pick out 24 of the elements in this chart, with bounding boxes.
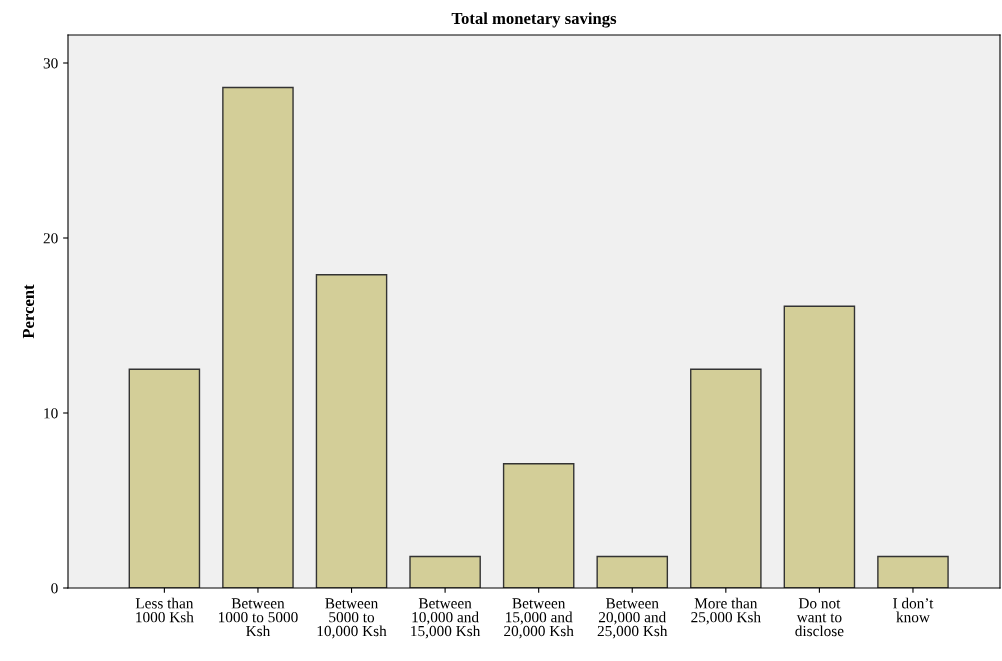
x-tick-label: I don’t know xyxy=(893,597,934,623)
bar xyxy=(222,86,294,588)
bar xyxy=(783,305,856,588)
y-axis-title: Percent xyxy=(22,284,35,339)
x-tick-label: Between 1000 to 5000 Ksh xyxy=(218,598,298,637)
x-tick-label: Less than 1000 Ksh xyxy=(135,597,194,623)
bar xyxy=(877,555,949,588)
y-tick-label: 30 xyxy=(43,58,58,69)
x-tick-label: More than 25,000 Ksh xyxy=(691,597,761,625)
x-tick-label: Between 10,000 and 15,000 Ksh xyxy=(411,598,481,639)
y-tick-label: 0 xyxy=(51,583,58,594)
x-tick-label: Between 5000 to 10,000 Ksh xyxy=(317,598,387,639)
bar xyxy=(315,274,388,588)
bar xyxy=(690,368,762,588)
bar xyxy=(596,555,669,588)
bar xyxy=(502,463,575,588)
bar xyxy=(128,368,201,588)
y-tick-label: 10 xyxy=(44,408,58,419)
x-tick-label: Between 15,000 and 20,000 Ksh xyxy=(504,598,574,639)
bar xyxy=(409,555,481,588)
x-tick-label: Between 20,000 and 25,000 Ksh xyxy=(597,598,668,639)
y-tick-label: 20 xyxy=(43,233,58,244)
x-tick-label: Do not want to disclose xyxy=(795,598,844,637)
chart-title: Total monetary savings xyxy=(451,12,617,28)
